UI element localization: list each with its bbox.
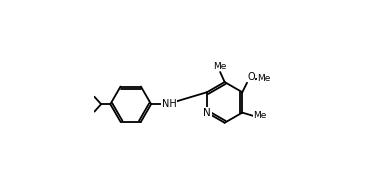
Text: O: O bbox=[247, 72, 255, 82]
Text: Me: Me bbox=[213, 62, 226, 71]
Text: N: N bbox=[203, 108, 211, 118]
Text: Me: Me bbox=[258, 74, 271, 83]
Text: NH: NH bbox=[162, 99, 177, 109]
Text: Me: Me bbox=[254, 111, 267, 120]
